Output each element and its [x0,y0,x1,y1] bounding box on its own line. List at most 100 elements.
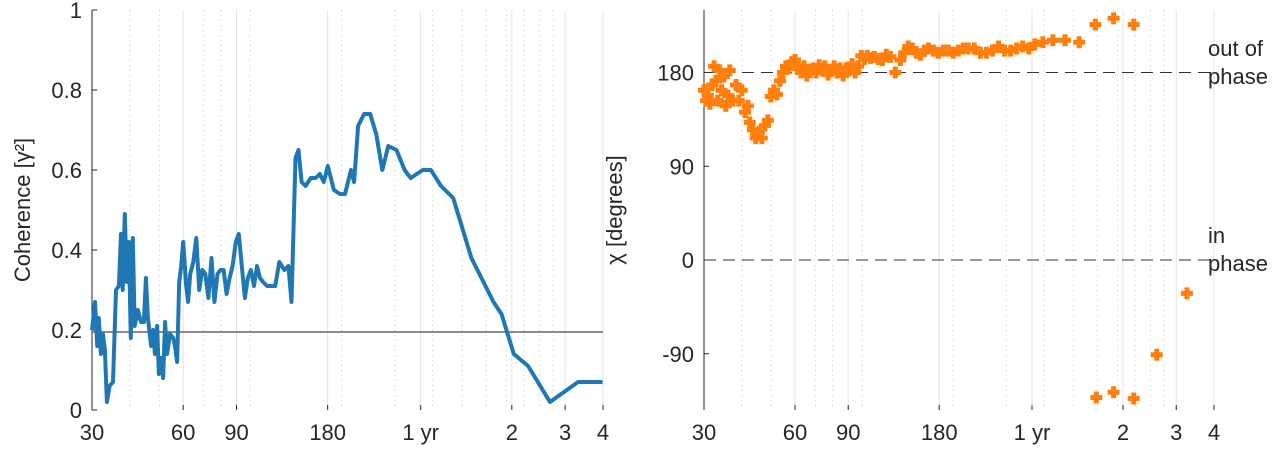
phase-point [800,69,813,82]
x-tick-label: 3 [1170,420,1182,445]
phase-point [719,99,732,112]
y-tick-label: 0 [682,248,694,273]
phase-point [822,68,835,81]
phase-point [788,54,801,66]
phase-point [708,60,721,73]
phase-point [721,89,734,102]
phase-point [764,90,777,103]
x-tick-label: 30 [692,420,716,445]
x-tick-label: 3 [559,420,571,445]
phase-point [843,64,856,77]
phase-point [998,44,1011,57]
annotation: in phase [1208,223,1268,276]
phase-point [739,106,752,119]
phase-point [752,125,765,138]
phase-point [713,64,726,77]
coherence-line [90,112,603,404]
phase-point [828,60,841,73]
phase-point [767,84,780,97]
phase-point [815,64,828,77]
phase-point [706,79,719,91]
phase-point [698,84,710,97]
y-tick-label: 0.6 [51,158,82,183]
phase-point [749,132,762,145]
x-tick-label: 180 [921,420,958,445]
x-tick-label: 1 yr [1014,420,1051,445]
phase-point [1127,392,1140,405]
phase-point [962,42,975,55]
y-tick-label: 1 [70,0,82,23]
phase-point [710,74,723,87]
y-tick-label: 0 [70,398,82,423]
phase-point [770,88,783,101]
phase-point [980,46,993,59]
phase-point [798,60,811,73]
phase-point [849,66,862,79]
phase-point [773,74,786,87]
phase-point [794,66,807,79]
phase-point [906,42,919,55]
phase-point [735,84,748,97]
phase-point [1046,34,1059,47]
phase-point [1004,44,1017,57]
x-tick-label: 60 [171,420,195,445]
x-tick-label: 180 [309,420,346,445]
phase-point [776,66,789,79]
x-tick-label: 60 [783,420,807,445]
phase-point [914,48,927,61]
phase-point [1127,18,1140,31]
phase-point [711,94,724,107]
phase-point [898,46,911,59]
y-axis-label: Coherence [γ²] [10,138,35,282]
phase-point [986,44,999,57]
phase-point [1073,36,1086,49]
phase-point [755,132,768,145]
phase-point [876,54,889,66]
phase-point [1107,386,1120,399]
phase-point [746,123,759,136]
y-axis-label: χ [degrees] [602,155,627,264]
phase-point [889,66,902,79]
phase-point [732,94,745,107]
x-tick-label: 90 [836,420,860,445]
phase-point [1180,287,1193,300]
phase-point [1010,42,1023,55]
phase-point [741,99,754,112]
x-tick-label: 90 [224,420,248,445]
phase-point [834,62,847,75]
phase-point [715,84,728,97]
phase-point [717,70,730,83]
phase-point [852,60,865,73]
phase-point [1016,40,1029,53]
phase-point [846,58,859,71]
phase-point [825,64,838,77]
phase-point [894,54,907,66]
phase-point [974,46,987,59]
y-tick-label: 0.4 [51,238,82,263]
phase-point [1059,34,1072,47]
phase-point [1090,391,1103,404]
phase-point [1028,38,1041,51]
x-tick-label: 4 [597,420,609,445]
phase-point [1036,36,1049,49]
phase-point [792,62,805,75]
phase-point [723,64,736,77]
phase-point [968,42,981,55]
x-tick-label: 2 [506,420,518,445]
phase-point [1089,18,1102,31]
phase-point [701,89,714,102]
phase-point [1022,42,1035,55]
phase-point [758,119,771,132]
phase-point [831,66,844,79]
phase-point [884,50,897,63]
phase-point [809,66,822,79]
y-tick-label: 180 [657,61,694,86]
y-tick-label: 0.2 [51,318,82,343]
y-tick-label: 0.8 [51,78,82,103]
phase-point [992,40,1005,53]
phase-point [806,62,819,75]
phase-point [761,114,774,127]
phase-point [818,60,831,73]
